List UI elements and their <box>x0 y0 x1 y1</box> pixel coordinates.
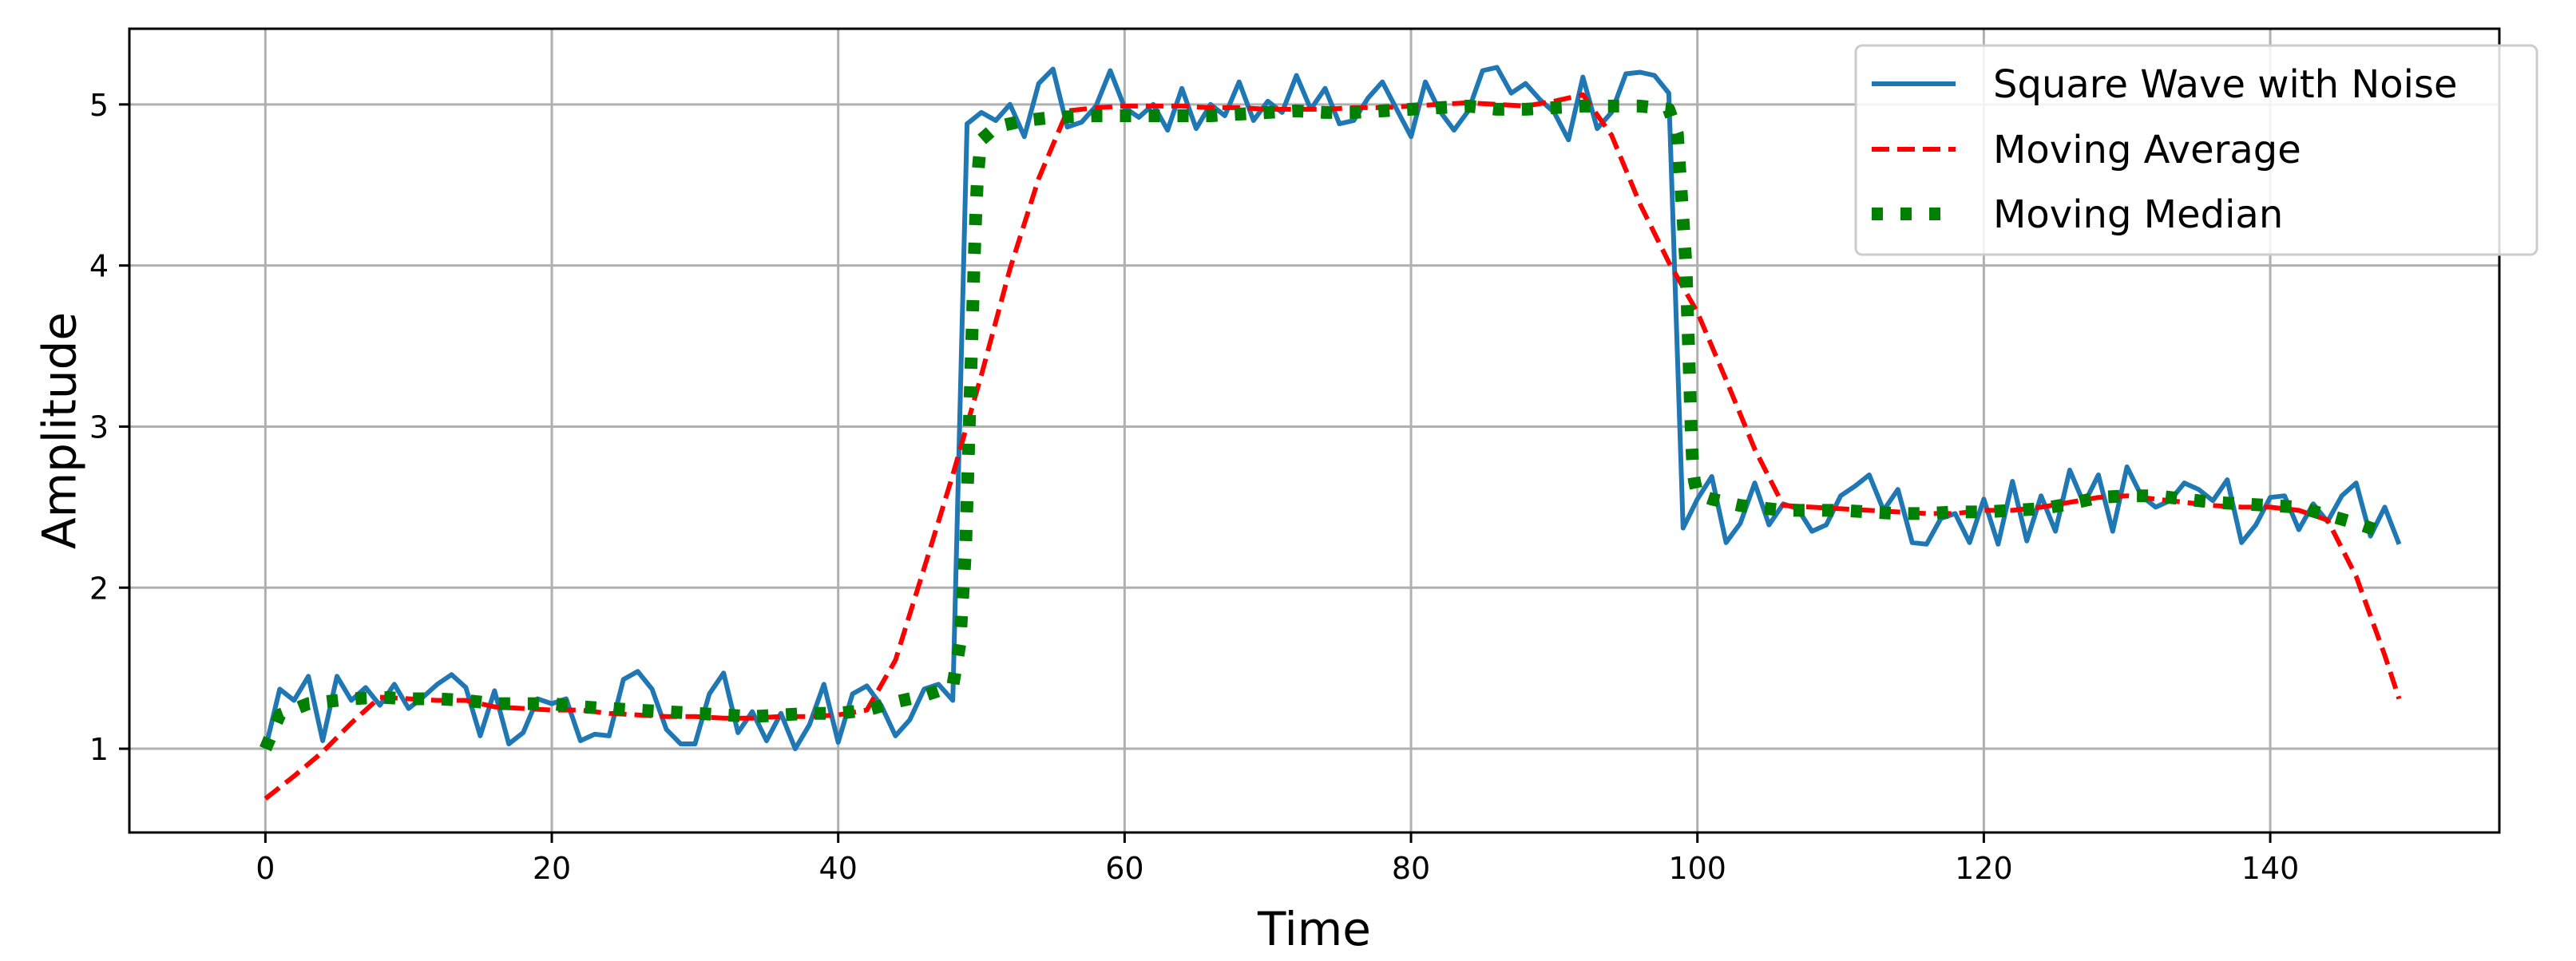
axis-ticks: 0 20 40 60 80 100 120 140 1 2 3 4 5 <box>89 88 2300 886</box>
y-tick-label-1: 1 <box>89 732 109 767</box>
y-tick-label-5: 5 <box>89 88 109 123</box>
x-tick-label-100: 100 <box>1668 851 1726 886</box>
legend-box <box>1854 44 2538 256</box>
x-tick-label-80: 80 <box>1392 851 1430 886</box>
series-lines <box>260 65 2402 801</box>
x-tick-label-20: 20 <box>533 851 571 886</box>
x-axis-label: Time <box>1257 902 1371 956</box>
y-axis-label: Amplitude <box>32 312 86 549</box>
series-line-moving-median <box>260 99 2388 752</box>
plot-frame <box>128 27 2501 834</box>
x-tick-label-140: 140 <box>2241 851 2300 886</box>
y-tick-label-4: 4 <box>89 249 109 284</box>
x-tick-label-40: 40 <box>819 851 858 886</box>
legend: Square Wave with Noise Moving Average Mo… <box>1854 44 2538 256</box>
legend-label-moving-median: Moving Median <box>1993 192 2283 237</box>
x-tick-label-0: 0 <box>256 851 275 886</box>
y-tick-label-2: 2 <box>89 571 109 606</box>
series-line-square-wave-with-noise <box>263 65 2402 752</box>
y-tick-label-3: 3 <box>89 409 109 445</box>
legend-label-square-wave: Square Wave with Noise <box>1993 62 2457 107</box>
x-tick-label-120: 120 <box>1955 851 2013 886</box>
legend-label-moving-average: Moving Average <box>1993 128 2301 172</box>
x-tick-label-60: 60 <box>1105 851 1143 886</box>
